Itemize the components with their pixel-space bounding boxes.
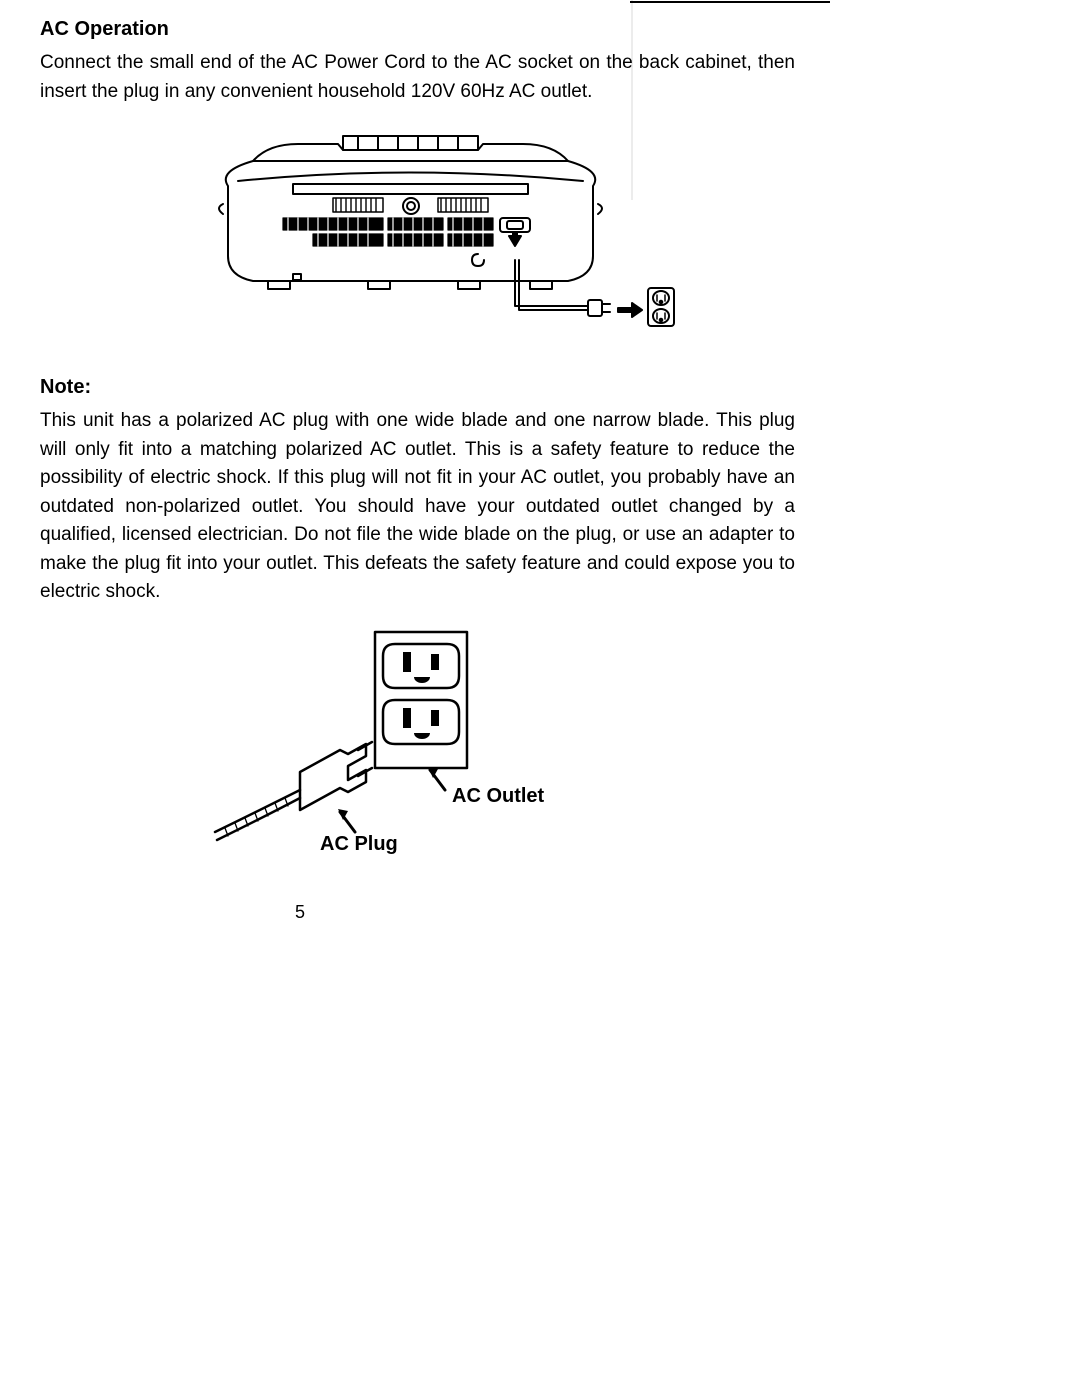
- content-column: AC Operation Connect the small end of th…: [40, 18, 795, 872]
- label-ac-plug: AC Plug: [320, 833, 398, 855]
- note-heading: Note:: [40, 376, 795, 399]
- document-page: AC Operation Connect the small end of th…: [0, 0, 1080, 1397]
- note-paragraph: This unit has a polarized AC plug with o…: [40, 407, 795, 607]
- page-number: 5: [0, 902, 600, 923]
- figure-device: [158, 126, 678, 346]
- intro-paragraph: Connect the small end of the AC Power Co…: [40, 49, 795, 106]
- label-ac-outlet: AC Outlet: [452, 785, 545, 807]
- heading-ac-operation: AC Operation: [40, 18, 795, 41]
- figure-plug-outlet: AC Outlet AC Plug: [190, 622, 550, 872]
